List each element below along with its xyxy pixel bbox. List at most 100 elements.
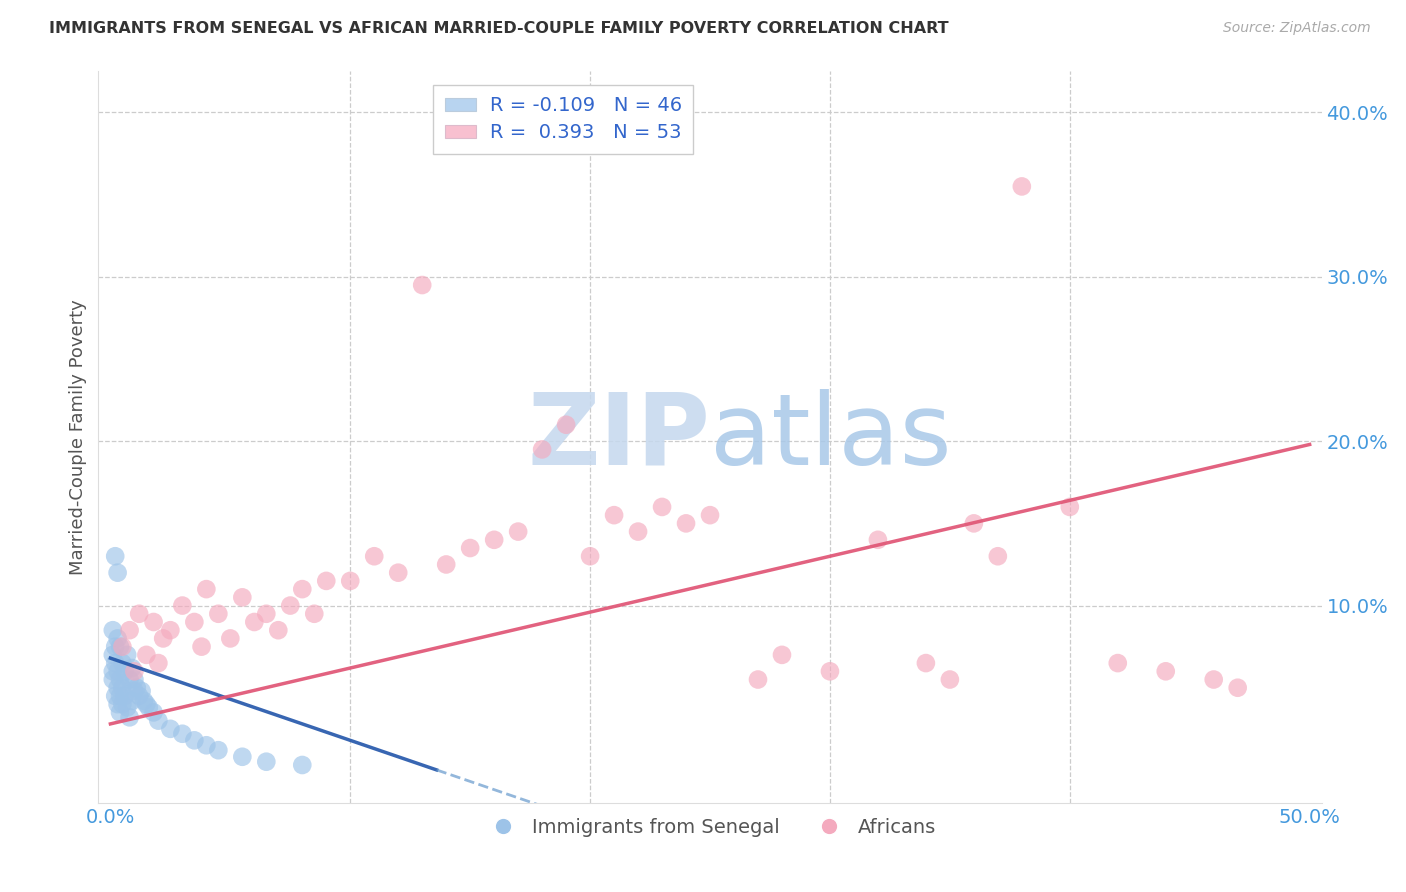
Point <box>1154 665 1177 679</box>
Point <box>108 673 131 687</box>
Point <box>128 689 150 703</box>
Point <box>101 624 124 638</box>
Point <box>124 684 146 698</box>
Point <box>118 673 141 687</box>
Point <box>207 743 229 757</box>
Point <box>675 516 697 531</box>
Y-axis label: Married-Couple Family Poverty: Married-Couple Family Poverty <box>69 299 87 575</box>
Point <box>1226 681 1249 695</box>
Point <box>183 733 205 747</box>
Point <box>195 582 218 596</box>
Point <box>207 607 229 621</box>
Point <box>1011 179 1033 194</box>
Point <box>138 700 160 714</box>
Point <box>231 749 253 764</box>
Point <box>243 615 266 629</box>
Point <box>699 508 721 523</box>
Point <box>195 739 218 753</box>
Point <box>818 665 841 679</box>
Point <box>291 582 314 596</box>
Point <box>963 516 986 531</box>
Point <box>104 640 127 654</box>
Point <box>124 665 146 679</box>
Point <box>1202 673 1225 687</box>
Point <box>101 665 124 679</box>
Point <box>107 665 129 679</box>
Point <box>111 697 134 711</box>
Point <box>101 648 124 662</box>
Point <box>111 681 134 695</box>
Point <box>434 558 457 572</box>
Point <box>104 689 127 703</box>
Point <box>254 755 277 769</box>
Point <box>1107 656 1129 670</box>
Text: Source: ZipAtlas.com: Source: ZipAtlas.com <box>1223 21 1371 35</box>
Point <box>108 706 131 720</box>
Point <box>148 656 170 670</box>
Point <box>866 533 889 547</box>
Text: ZIP: ZIP <box>527 389 710 485</box>
Point <box>939 673 962 687</box>
Text: IMMIGRANTS FROM SENEGAL VS AFRICAN MARRIED-COUPLE FAMILY POVERTY CORRELATION CHA: IMMIGRANTS FROM SENEGAL VS AFRICAN MARRI… <box>49 21 949 36</box>
Point <box>363 549 385 564</box>
Point <box>1059 500 1081 514</box>
Point <box>121 694 143 708</box>
Point <box>231 591 253 605</box>
Point <box>142 706 165 720</box>
Point <box>387 566 409 580</box>
Point <box>482 533 505 547</box>
Point <box>508 524 530 539</box>
Point <box>121 661 143 675</box>
Point <box>267 624 290 638</box>
Point <box>107 681 129 695</box>
Point <box>132 694 155 708</box>
Point <box>108 689 131 703</box>
Point <box>458 541 481 555</box>
Point <box>159 624 181 638</box>
Point <box>183 615 205 629</box>
Point <box>118 624 141 638</box>
Point <box>107 632 129 646</box>
Point <box>115 648 138 662</box>
Point <box>135 648 157 662</box>
Point <box>219 632 242 646</box>
Point <box>579 549 602 564</box>
Point <box>190 640 212 654</box>
Point <box>172 599 194 613</box>
Point <box>111 656 134 670</box>
Point <box>142 615 165 629</box>
Point <box>651 500 673 514</box>
Point <box>114 665 136 679</box>
Point <box>531 442 554 457</box>
Point <box>747 673 769 687</box>
Point <box>603 508 626 523</box>
Point <box>114 689 136 703</box>
Point <box>107 566 129 580</box>
Point <box>104 656 127 670</box>
Point <box>987 549 1010 564</box>
Point <box>254 607 277 621</box>
Point <box>770 648 793 662</box>
Point <box>108 640 131 654</box>
Point <box>115 700 138 714</box>
Point <box>131 684 153 698</box>
Point <box>627 524 650 539</box>
Point <box>101 673 124 687</box>
Point <box>104 549 127 564</box>
Point <box>278 599 301 613</box>
Point <box>304 607 326 621</box>
Point <box>915 656 938 670</box>
Point <box>107 697 129 711</box>
Point <box>172 727 194 741</box>
Point <box>124 673 146 687</box>
Legend: Immigrants from Senegal, Africans: Immigrants from Senegal, Africans <box>477 810 943 845</box>
Point <box>152 632 174 646</box>
Point <box>111 640 134 654</box>
Point <box>118 710 141 724</box>
Point <box>555 417 578 432</box>
Point <box>159 722 181 736</box>
Point <box>128 607 150 621</box>
Point <box>125 681 148 695</box>
Text: atlas: atlas <box>710 389 952 485</box>
Point <box>135 697 157 711</box>
